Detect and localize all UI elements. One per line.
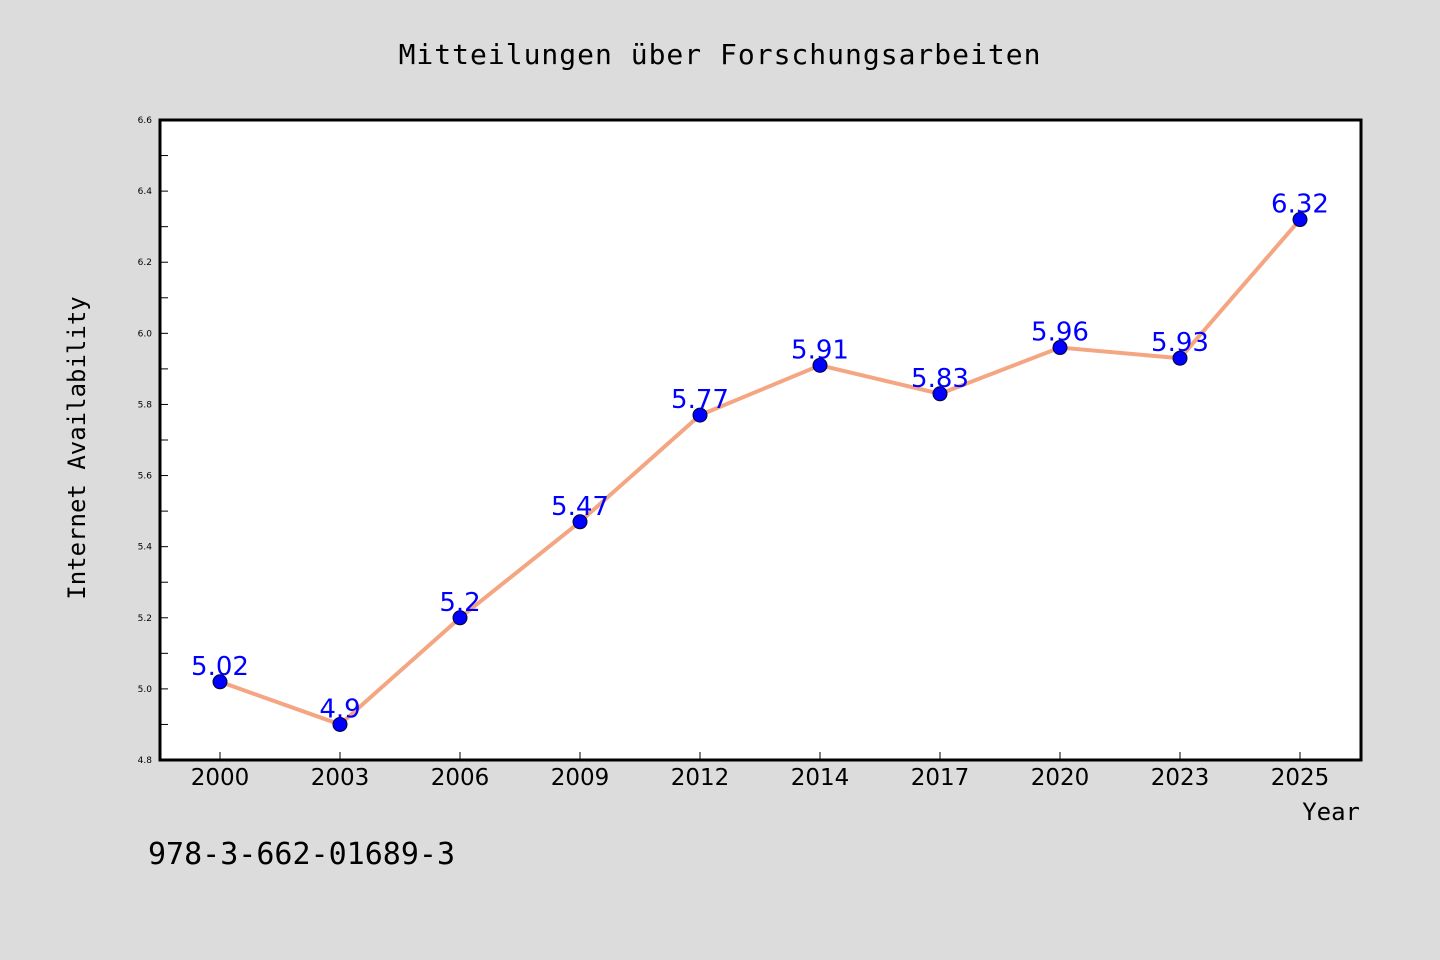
data-label: 5.91 (791, 335, 849, 365)
y-axis: 4.8 5.0 5.2 5.4 5.6 5.8 6.0 6.2 6.4 6.6 (138, 116, 168, 766)
y-tick-label: 6.0 (138, 329, 153, 339)
y-tick-label: 6.6 (138, 116, 153, 126)
data-point (212, 674, 228, 690)
isbn-text: 978-3-662-01689-3 (148, 837, 455, 872)
x-tick-label: 2003 (311, 765, 370, 791)
data-point (332, 716, 348, 732)
y-tick-label: 5.0 (138, 685, 153, 695)
y-tick-label: 5.6 (138, 472, 153, 482)
data-point (1172, 350, 1188, 366)
data-label: 5.02 (191, 652, 249, 682)
x-tick-label: 2025 (1271, 765, 1330, 791)
y-tick-label: 5.8 (138, 400, 153, 410)
x-tick-label: 2020 (1031, 765, 1090, 791)
data-point (692, 407, 708, 423)
chart-title: Mitteilungen über Forschungsarbeiten (399, 38, 1042, 71)
data-point (1052, 340, 1068, 356)
x-tick-label: 2017 (911, 765, 970, 791)
y-tick-label: 5.4 (138, 543, 153, 553)
data-point (932, 386, 948, 402)
y-axis-label: Internet Availability (63, 296, 91, 599)
data-label: 5.77 (671, 385, 729, 415)
x-axis-label: Year (1302, 798, 1360, 826)
data-point (572, 514, 588, 530)
data-label: 5.2 (439, 588, 480, 618)
data-label: 5.93 (1151, 328, 1209, 358)
x-tick-label: 2000 (191, 765, 250, 791)
data-point (452, 610, 468, 626)
y-tick-label: 6.4 (138, 187, 153, 197)
x-tick-label: 2012 (671, 765, 730, 791)
data-point (812, 357, 828, 373)
data-label: 5.96 (1031, 318, 1089, 348)
data-label: 5.47 (551, 492, 609, 522)
data-label: 6.32 (1271, 190, 1329, 220)
x-axis: 2000 2003 2006 2009 2012 2014 2017 2020 2023 2025 (191, 752, 1330, 791)
y-tick-label: 6.2 (138, 258, 152, 268)
series-layer (212, 212, 1308, 732)
y-tick-label: 5.2 (138, 614, 152, 624)
data-label: 5.83 (911, 364, 969, 394)
y-tick-label: 4.8 (138, 756, 153, 766)
plot-area (158, 118, 1363, 762)
data-labels: 5.02 4.9 5.2 5.47 5.77 5.91 5.83 5.96 5.93 6.32 (191, 190, 1329, 725)
x-tick-label: 2006 (431, 765, 490, 791)
data-point (1292, 212, 1308, 228)
series-line (219, 218, 1302, 727)
x-tick-label: 2014 (791, 765, 850, 791)
x-tick-label: 2023 (1151, 765, 1210, 791)
data-label: 4.9 (319, 694, 360, 724)
x-tick-label: 2009 (551, 765, 610, 791)
